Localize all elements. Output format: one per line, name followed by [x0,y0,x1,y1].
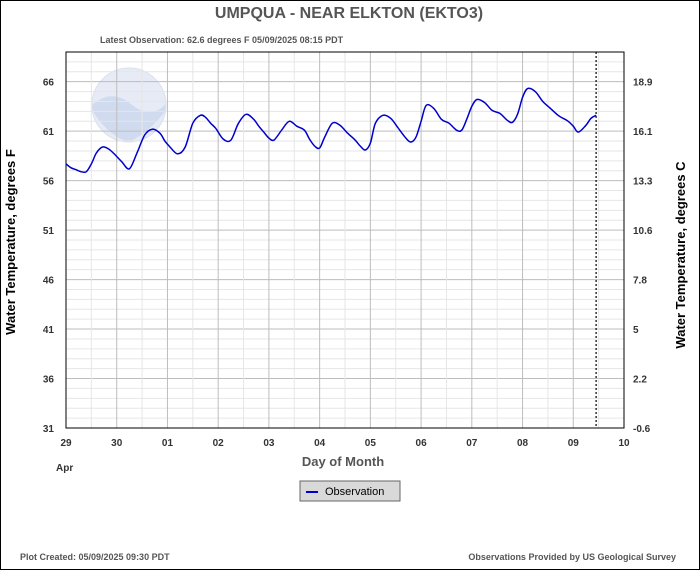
y-tick-label: 46 [43,276,55,287]
x-tick-label: 06 [416,438,428,449]
legend-entry-observation: Observation [325,486,384,498]
legend-box [299,480,401,502]
x-tick-label: 03 [263,438,275,449]
chart-title: UMPQUA - NEAR ELKTON (EKTO3) [215,5,483,22]
x-axis-label: Day of Month [302,454,384,469]
x-tick-label: 29 [60,438,72,449]
chart-subtitle: Latest Observation: 62.6 degrees F 05/09… [100,35,344,45]
y-tick-label: 66 [43,78,55,89]
noaa-logo [91,67,167,143]
y-tick-label: 41 [43,325,55,336]
x-tick-label: 07 [466,438,478,449]
legend: Observation [299,480,401,502]
y2-tick-label: 16.1 [633,127,653,138]
y2-tick-label: 10.6 [633,226,653,237]
y-tick-label: 51 [43,226,55,237]
y2-tick-label: 7.8 [633,276,647,287]
y2-tick-label: 13.3 [633,177,653,188]
y2-tick-label: 5 [633,325,639,336]
x-tick-label: 05 [365,438,377,449]
x-tick-label: 08 [517,438,529,449]
y2-tick-label: 18.9 [633,78,653,89]
y-tick-label: 31 [43,424,55,435]
x-tick-label: 30 [111,438,123,449]
x-tick-label: 02 [213,438,225,449]
plot-area [65,51,625,429]
footer-plot-created: Plot Created: 05/09/2025 09:30 PDT [20,552,170,562]
y-tick-label: 36 [43,375,55,386]
y2-tick-label: -0.6 [633,424,651,435]
grid-lines [66,52,624,428]
y-tick-label: 56 [43,177,55,188]
x-tick-label: 09 [568,438,580,449]
footer-source: Observations Provided by US Geological S… [468,552,676,562]
observation-series-line [65,87,597,174]
x-tick-label: 10 [618,438,630,449]
x-tick-label: 04 [314,438,326,449]
y-axis-label: Water Temperature, degrees F [3,149,18,335]
x-tick-label: 01 [162,438,174,449]
x-month-label: Apr [56,463,73,474]
x-axis: 29 30 01 02 03 04 05 06 07 08 09 10 [60,438,630,449]
y2-axis-label: Water Temperature, degrees C [673,161,688,349]
y-axis-right: -0.6 2.2 5 7.8 10.6 13.3 16.1 18.9 [633,78,653,435]
y2-tick-label: 2.2 [633,375,647,386]
y-axis-left: 31 36 41 46 51 56 61 66 [43,78,55,435]
y-tick-label: 61 [43,127,55,138]
